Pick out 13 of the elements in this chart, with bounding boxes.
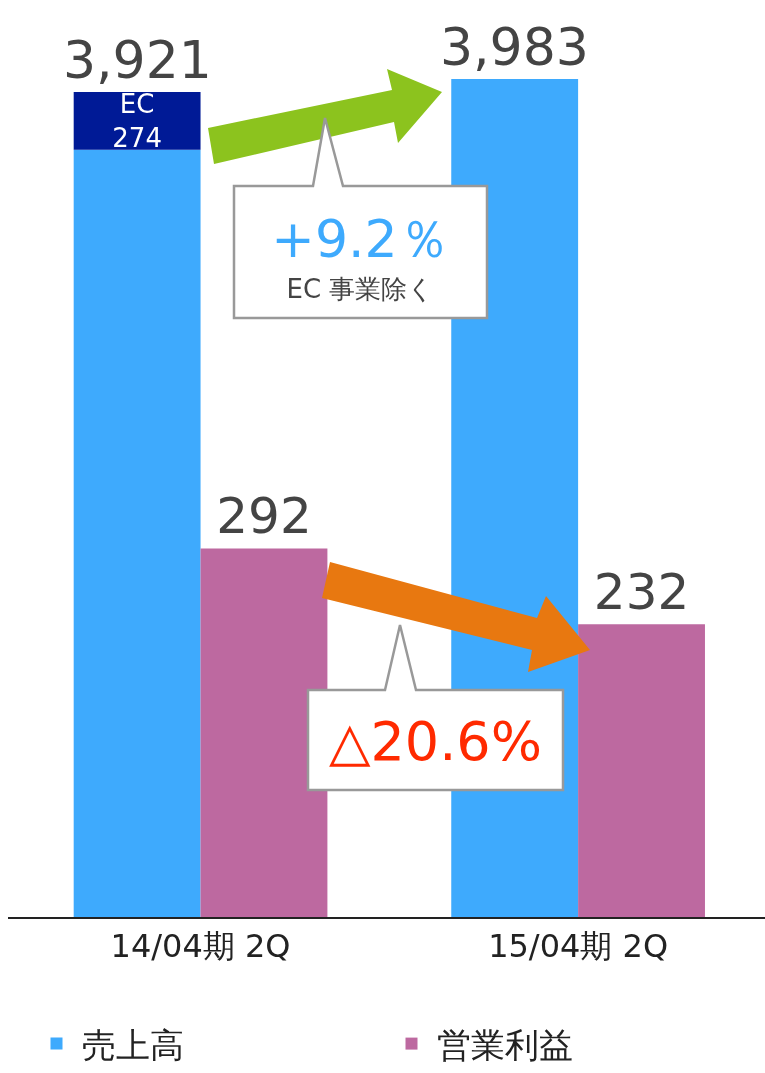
series-label: EC <box>119 88 155 119</box>
annotation: +9.2％ <box>270 208 451 271</box>
x-tick-label: 14/04期 2Q <box>110 927 291 966</box>
annotation: △20.6% <box>327 710 544 773</box>
data-label: 274 <box>112 122 162 153</box>
legend-label: 営業利益 <box>436 1024 573 1065</box>
data-label: 232 <box>593 563 690 622</box>
total-label: 3,983 <box>440 17 589 77</box>
annotation: EC 事業除く <box>285 273 436 306</box>
total-label: 3,921 <box>63 30 212 90</box>
data-label: 292 <box>216 487 312 546</box>
legend-label: 売上高 <box>81 1024 184 1065</box>
x-tick-label: 15/04期 2Q <box>488 927 669 966</box>
